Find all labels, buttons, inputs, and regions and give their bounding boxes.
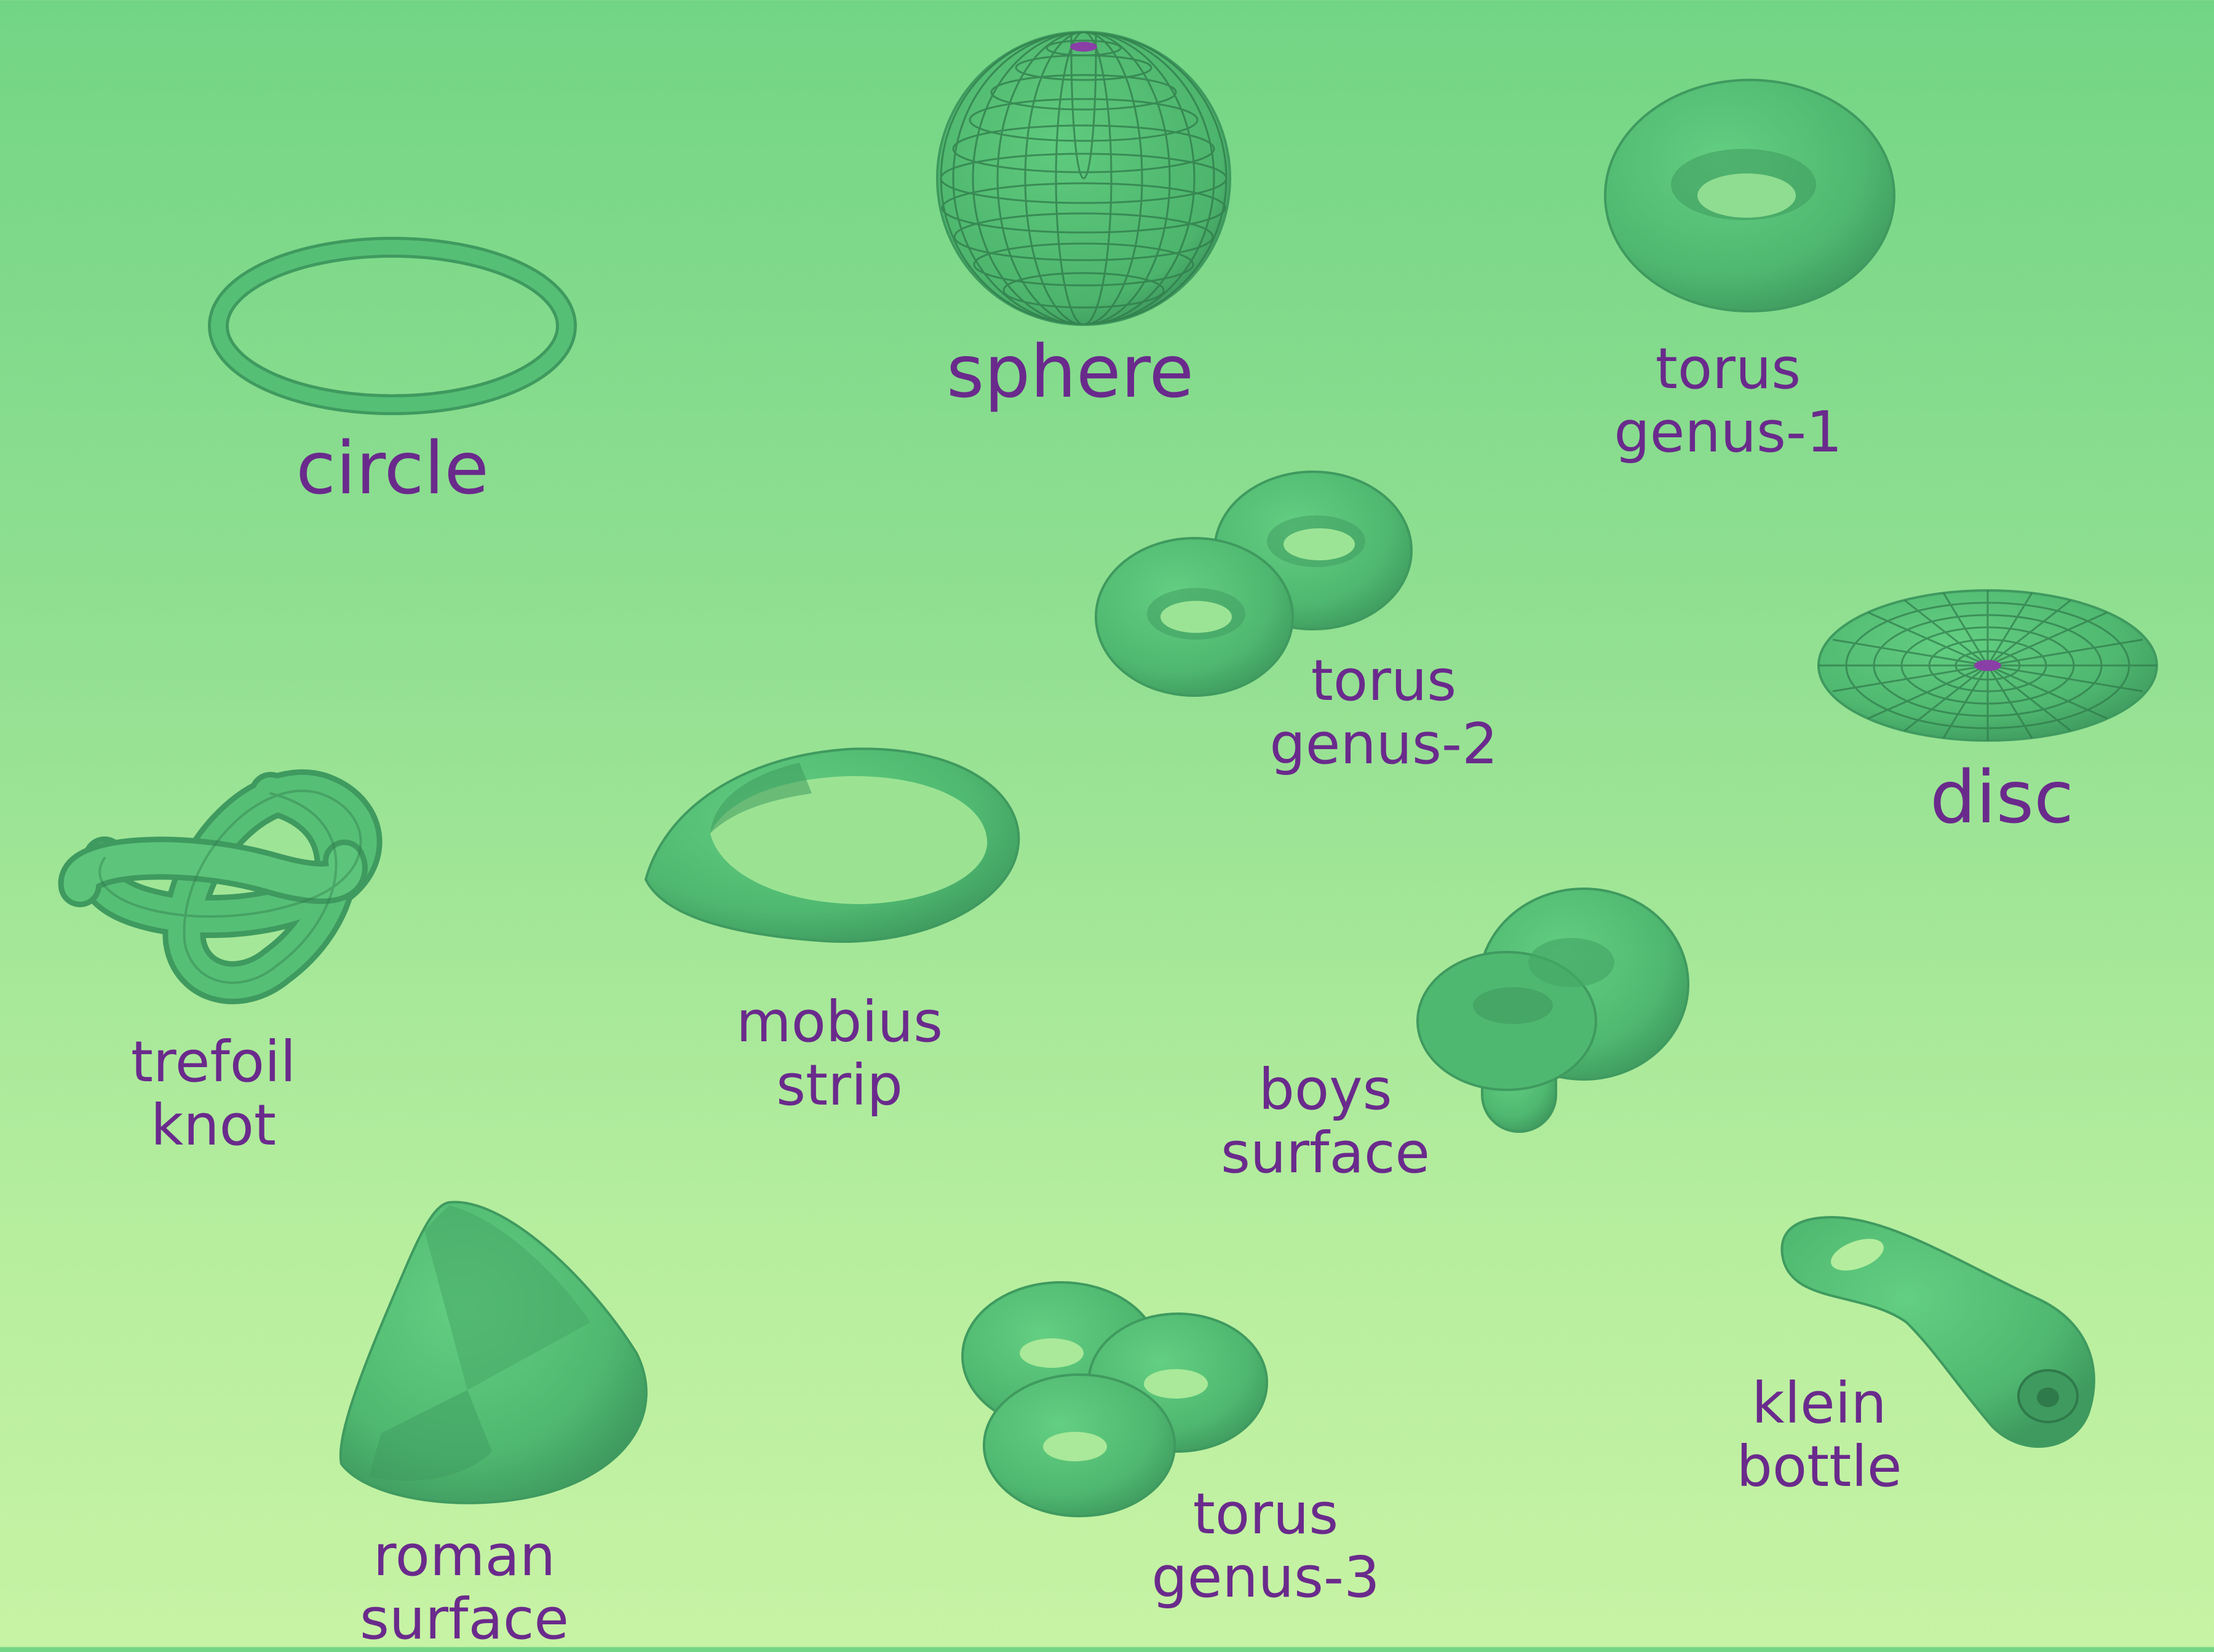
torus-genus-2-shape (1095, 471, 1413, 697)
mobius-strip-label: mobius strip (736, 989, 943, 1119)
torus-genus-1-shape (1604, 79, 1895, 312)
torus-genus-1-label: torus genus-1 (1614, 336, 1843, 466)
torus-genus-2-label: torus genus-2 (1269, 648, 1498, 777)
disc-shape (1817, 589, 2158, 742)
klein-bottle-shape (1780, 1216, 2095, 1448)
sphere-shape (936, 31, 1231, 326)
roman-surface-shape (339, 1201, 648, 1504)
mobius-strip-shape (644, 747, 1020, 943)
trefoil-knot-shape (58, 769, 383, 1004)
boys-surface-shape (1416, 888, 1689, 1133)
torus-genus-3-label: torus genus-3 (1151, 1481, 1380, 1611)
klein-bottle-label: klein bottle (1736, 1370, 1902, 1500)
circle-shape (208, 237, 577, 415)
roman-surface-label: roman surface (359, 1523, 569, 1652)
trefoil-knot-label: trefoil knot (130, 1029, 296, 1159)
sphere-label: sphere (946, 329, 1194, 414)
circle-label: circle (296, 426, 489, 510)
disc-label: disc (1929, 755, 2074, 840)
torus-genus-3-shape (961, 1281, 1268, 1517)
boys-surface-label: boys surface (1220, 1057, 1430, 1186)
